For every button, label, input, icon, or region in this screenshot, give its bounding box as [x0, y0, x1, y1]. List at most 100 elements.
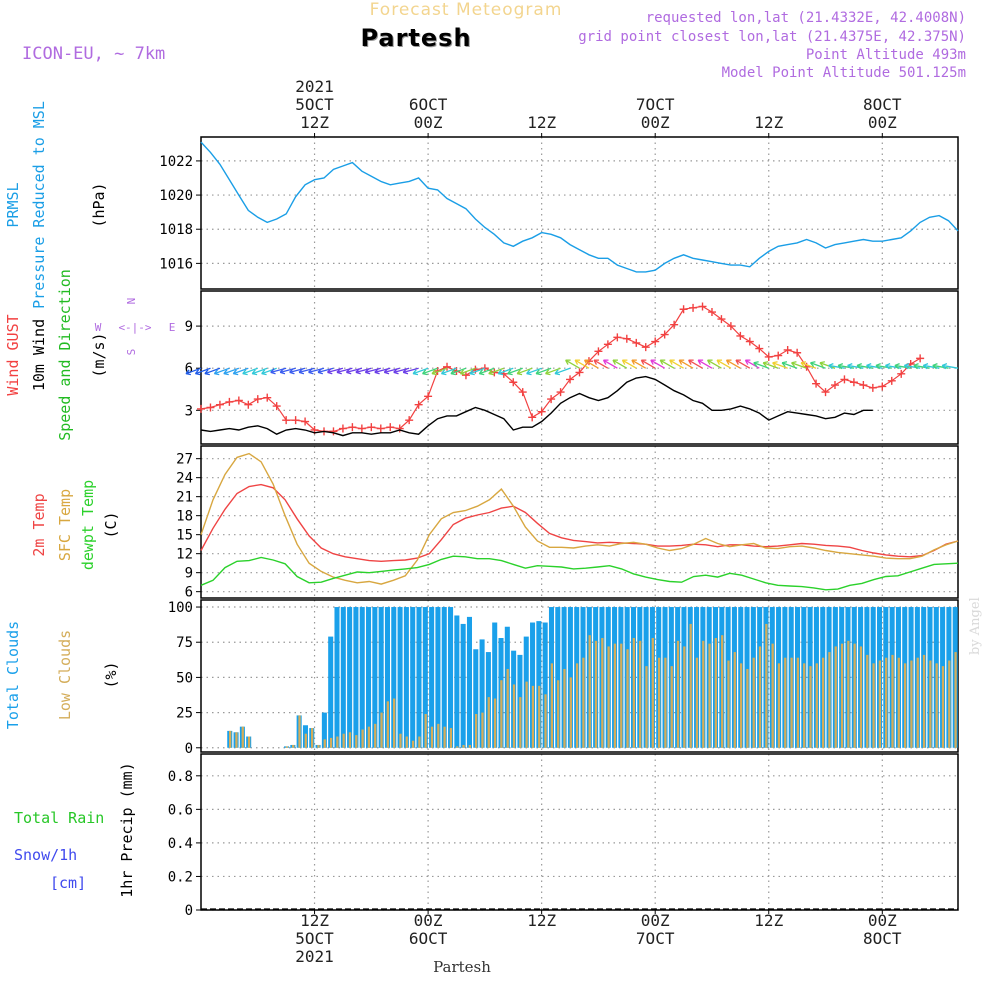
ytick-label-p1: 1016 [159, 256, 193, 272]
ylabel-p2: Speed and Direction [56, 269, 74, 441]
wind-arrow-head [374, 368, 380, 375]
wind-arrow-head [364, 368, 371, 375]
low-cloud-bar [424, 714, 427, 748]
total-cloud-bar [429, 607, 435, 748]
wind-direction-arrow [735, 359, 751, 369]
low-cloud-bar [456, 746, 459, 748]
low-cloud-bar [613, 643, 617, 748]
ytick-label-p3: 12 [176, 547, 193, 563]
wind-direction-arrow [233, 367, 249, 375]
top-hour-label: 00Z [641, 113, 670, 132]
wind-direction-arrow [828, 364, 845, 369]
wind-direction-arrow [923, 364, 940, 369]
location-title: Partesh [360, 24, 472, 52]
wind-arrow-head [640, 359, 647, 365]
low-cloud-bar [348, 732, 352, 748]
wind-arrow-head [894, 363, 900, 370]
wind-arrow-head [678, 359, 685, 365]
ytick-label-p5: 0.8 [168, 769, 193, 785]
gust-marker [547, 395, 556, 404]
bottom-time-label: 12Z [527, 911, 556, 930]
ylabel-p1: Pressure Reduced to MSL [30, 101, 48, 309]
wind-arrow-head [791, 361, 797, 368]
total-cloud-bar [441, 607, 447, 748]
low-cloud-bar [228, 730, 232, 748]
low-cloud-bar [929, 660, 932, 748]
low-cloud-bar [468, 744, 471, 748]
low-cloud-bar [847, 640, 850, 748]
wind-direction-arrow [856, 364, 873, 369]
gust-marker [443, 362, 452, 371]
gust-marker [556, 388, 565, 397]
low-cloud-bar [563, 668, 566, 748]
wind-arrow-head [669, 359, 675, 365]
wind-arrow-head [345, 368, 352, 375]
bottom-time-label: 5OCT [295, 929, 334, 948]
wind-arrow-head [847, 363, 853, 370]
low-cloud-bar [657, 657, 661, 748]
wind-arrow-head [753, 361, 759, 368]
wind-direction-arrow [214, 367, 230, 375]
low-cloud-bar [714, 638, 718, 748]
wind-direction-arrow [516, 367, 533, 375]
wind-direction-arrow [460, 367, 476, 375]
total-cloud-bar [448, 607, 454, 748]
low-cloud-bar [910, 660, 913, 748]
low-cloud-bar [430, 726, 434, 748]
compass-n: N [125, 298, 138, 305]
panel-frame-3 [200, 445, 959, 599]
wind-arrow-head [725, 359, 732, 365]
wind-arrow-head [279, 368, 286, 375]
wind-direction-arrow [403, 367, 419, 373]
low-cloud-bar [311, 728, 314, 748]
low-cloud-bar [727, 660, 730, 748]
wind-arrow-head [232, 369, 239, 376]
bottom-time-label: 8OCT [863, 929, 902, 948]
gust-marker [367, 423, 376, 432]
wind-arrow-head [327, 368, 333, 375]
total-cloud-bar [492, 622, 498, 748]
wind-direction-arrow [498, 367, 514, 375]
pressure-line [200, 141, 959, 273]
low-cloud-bar [941, 666, 945, 748]
wind-direction-arrow [469, 367, 486, 375]
top-date-label: 8OCT [863, 95, 902, 114]
gust-marker [348, 423, 357, 432]
ytick-label-p3: 15 [176, 528, 193, 544]
ylabel-p3: dewpt Temp [79, 480, 97, 570]
total-cloud-bar [391, 607, 397, 748]
total-cloud-bar [334, 607, 340, 748]
ytick-label-p5: 0 [185, 903, 193, 919]
ylabel-p3: 2m Temp [30, 493, 48, 556]
wind-arrow-head [735, 359, 741, 365]
bottom-time-label: 6OCT [409, 929, 448, 948]
low-cloud-bar [575, 663, 579, 748]
gust-marker [859, 381, 868, 390]
wind-direction-arrow [688, 359, 703, 369]
wind-arrow-head [478, 369, 485, 376]
low-cloud-bar [670, 666, 673, 748]
bottom-time-label: 12Z [300, 911, 329, 930]
low-cloud-bar [512, 684, 516, 748]
wind-arrow-head [593, 359, 600, 365]
low-cloud-bar [897, 657, 900, 748]
low-cloud-bar [739, 663, 743, 748]
wind-direction-arrow [622, 359, 637, 369]
wind-arrow-head [922, 363, 929, 370]
wind-arrow-head [185, 369, 191, 376]
gust-marker [651, 337, 660, 346]
gust-marker [424, 392, 433, 401]
wind-arrow-head [819, 361, 825, 368]
low-cloud-bar [443, 726, 446, 748]
gust-marker [263, 393, 272, 402]
low-cloud-bar [317, 744, 320, 748]
low-cloud-bar [620, 643, 623, 748]
low-cloud-bar [594, 640, 598, 748]
wind-direction-arrow [762, 362, 779, 369]
wind-direction-arrow [810, 362, 826, 369]
gust-marker [272, 402, 281, 411]
wind-arrow-head [355, 368, 361, 375]
requested-coords: requested lon,lat (21.4332E, 42.4008N) [645, 10, 966, 26]
low-cloud-bar [878, 660, 882, 748]
